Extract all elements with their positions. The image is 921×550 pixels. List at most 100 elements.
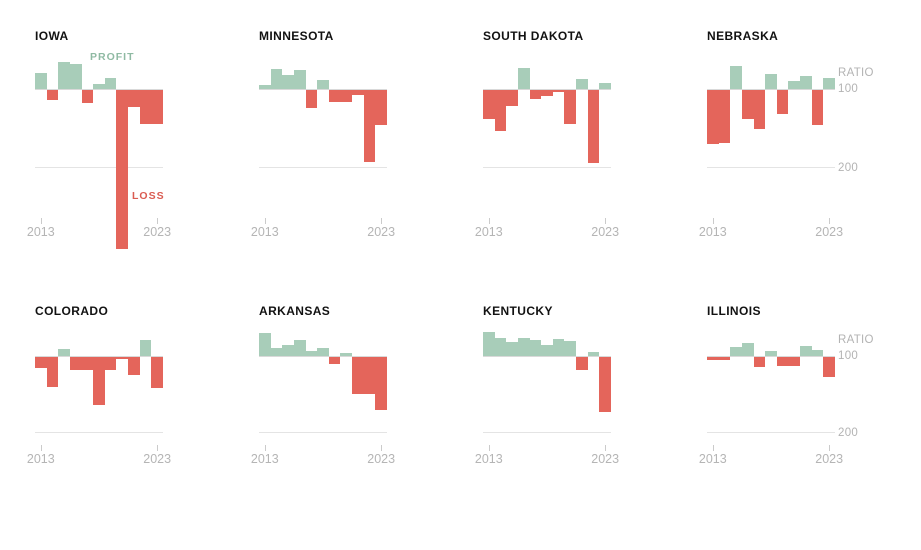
chart-title: SOUTH DAKOTA <box>483 29 584 43</box>
bar-2014 <box>46 357 59 387</box>
bar-2021 <box>576 357 588 370</box>
bar-2023 <box>599 82 611 89</box>
axis-tick-start <box>712 445 714 451</box>
scale-200-label: 200 <box>838 427 859 439</box>
baseline-100 <box>707 356 835 357</box>
bar-2013 <box>35 72 47 89</box>
axis-label-end: 2023 <box>143 452 172 466</box>
bar-2023 <box>823 78 835 89</box>
axis-tick-end <box>157 218 159 224</box>
bar-2019 <box>104 78 117 89</box>
plot-area: 2013 2023 <box>27 300 205 495</box>
axis-tick-start <box>40 218 42 224</box>
bar-2019 <box>552 90 565 92</box>
axis-label-start: 2013 <box>698 225 727 239</box>
axis-tick-end <box>829 445 831 451</box>
bar-2018 <box>541 90 553 97</box>
chart-south-dakota: SOUTH DAKOTA 2013 2023 <box>475 25 653 253</box>
bar-2023 <box>823 357 835 378</box>
axis-tick-start <box>488 445 490 451</box>
chart-title: KENTUCKY <box>483 304 553 318</box>
chart-illinois: ILLINOIS 2013 2023 RATIO 100 200 <box>699 300 877 495</box>
bar-2015 <box>282 74 294 89</box>
bar-2015 <box>58 61 70 89</box>
axis-label-end: 2023 <box>367 225 396 239</box>
chart-title: ARKANSAS <box>259 304 331 318</box>
chart-title: NEBRASKA <box>707 29 779 43</box>
axis-tick-start <box>264 445 266 451</box>
bar-2017 <box>529 90 542 100</box>
bar-2013 <box>259 85 271 89</box>
bar-2013 <box>707 357 719 361</box>
bar-2015 <box>730 66 742 89</box>
bar-2021 <box>352 357 364 395</box>
bar-2018 <box>541 345 553 356</box>
axis-tick-end <box>381 445 383 451</box>
bar-2016 <box>293 339 306 356</box>
bar-2017 <box>81 357 94 370</box>
chart-title: IOWA <box>35 29 69 43</box>
baseline-100 <box>35 356 163 357</box>
bar-2018 <box>317 348 329 356</box>
baseline-100 <box>259 356 387 357</box>
baseline-100 <box>483 89 611 90</box>
bar-2013 <box>483 90 495 119</box>
bar-2020 <box>116 357 129 359</box>
ratio-label: RATIO <box>838 334 874 346</box>
gridline-200 <box>35 167 163 168</box>
profit-label: PROFIT <box>90 51 135 63</box>
axis-tick-end <box>157 445 159 451</box>
bar-2019 <box>328 357 341 364</box>
bar-2021 <box>128 90 140 108</box>
bar-2021 <box>128 357 140 375</box>
bar-2018 <box>93 357 105 405</box>
bar-2023 <box>375 90 387 126</box>
bar-2013 <box>707 90 719 144</box>
baseline-100 <box>259 89 387 90</box>
bar-2023 <box>151 357 163 389</box>
axis-label-start: 2013 <box>698 452 727 466</box>
gridline-200 <box>707 167 835 168</box>
bar-2021 <box>352 90 364 95</box>
bar-2015 <box>506 90 518 107</box>
bar-2019 <box>776 357 789 367</box>
plot-area: 2013 2023 RATIO 100 200 <box>699 300 877 495</box>
gridline-200 <box>483 432 611 433</box>
bar-2022 <box>811 349 824 356</box>
gridline-200 <box>35 432 163 433</box>
bar-2016 <box>517 338 530 356</box>
bar-2019 <box>104 357 117 370</box>
axis-tick-start <box>40 445 42 451</box>
axis-label-end: 2023 <box>591 452 620 466</box>
bar-2015 <box>58 348 70 356</box>
bar-2020 <box>788 357 801 367</box>
baseline-100 <box>483 356 611 357</box>
chart-iowa: IOWA 2013 2023 PROFIT LOSS <box>27 25 205 253</box>
chart-title: ILLINOIS <box>707 304 761 318</box>
chart-colorado: COLORADO 2013 2023 <box>27 300 205 495</box>
axis-tick-end <box>829 218 831 224</box>
chart-title: MINNESOTA <box>259 29 334 43</box>
bar-2014 <box>718 357 731 361</box>
bar-2016 <box>741 90 754 119</box>
bar-2023 <box>151 90 163 125</box>
bar-2020 <box>340 352 353 356</box>
ratio-label: RATIO <box>838 67 874 79</box>
bar-2020 <box>116 90 129 250</box>
axis-label-end: 2023 <box>367 452 396 466</box>
bar-2018 <box>765 351 777 356</box>
bar-2017 <box>529 339 542 356</box>
bar-2020 <box>788 81 801 89</box>
chart-minnesota: MINNESOTA 2013 2023 <box>251 25 429 253</box>
plot-area: 2013 2023 <box>475 300 653 495</box>
gridline-200 <box>707 432 835 433</box>
bar-2017 <box>753 90 766 129</box>
axis-label-start: 2013 <box>26 452 55 466</box>
axis-label-start: 2013 <box>474 225 503 239</box>
chart-nebraska: NEBRASKA 2013 2023 RATIO 100 200 <box>699 25 877 253</box>
bar-2017 <box>305 351 318 356</box>
axis-label-end: 2023 <box>815 225 844 239</box>
bar-2014 <box>494 338 507 356</box>
bar-2018 <box>317 79 329 90</box>
bar-2014 <box>270 348 283 356</box>
